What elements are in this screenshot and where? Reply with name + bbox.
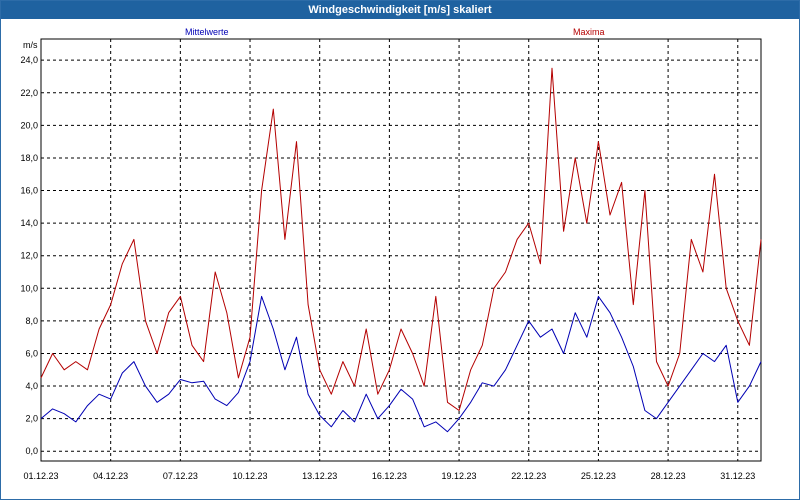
x-tick-label: 19.12.23 bbox=[442, 471, 477, 481]
y-tick-label: 6,0 bbox=[25, 348, 38, 358]
grid bbox=[40, 39, 761, 461]
y-axis-ticks: 0,0 2,0 4,0 6,0 8,0 10,0 12,0 14,0 16,0 18,0 20,0 2… bbox=[20, 55, 38, 456]
x-tick-label: 25.12.23 bbox=[581, 471, 616, 481]
window-title: Windgeschwindigkeit [m/s] skaliert bbox=[1, 1, 799, 19]
y-tick-label: 14,0 bbox=[20, 218, 38, 228]
y-tick-label: 8,0 bbox=[25, 316, 38, 326]
y-tick-label: 2,0 bbox=[25, 414, 38, 424]
series-line-maxima bbox=[40, 67, 762, 411]
x-tick-label: 01.12.23 bbox=[23, 471, 58, 481]
y-tick-label: 0,0 bbox=[25, 446, 38, 456]
y-tick-label: 22,0 bbox=[20, 88, 38, 98]
y-tick-label: 4,0 bbox=[25, 381, 38, 391]
x-tick-label: 13.12.23 bbox=[302, 471, 337, 481]
plot-area bbox=[40, 38, 762, 462]
series-line-mittelwerte bbox=[40, 295, 762, 433]
y-tick-label: 18,0 bbox=[20, 153, 38, 163]
x-tick-label: 28.12.23 bbox=[651, 471, 686, 481]
series-lines bbox=[40, 67, 762, 433]
x-tick-label: 31.12.23 bbox=[720, 471, 755, 481]
legend-mittelwerte: Mittelwerte bbox=[185, 27, 229, 37]
y-tick-label: 16,0 bbox=[20, 186, 38, 196]
y-tick-label: 12,0 bbox=[20, 251, 38, 261]
x-tick-label: 04.12.23 bbox=[93, 471, 128, 481]
y-tick-label: 24,0 bbox=[20, 55, 38, 65]
x-tick-label: 10.12.23 bbox=[233, 471, 268, 481]
x-tick-label: 07.12.23 bbox=[163, 471, 198, 481]
y-axis-label: m/s bbox=[23, 40, 38, 50]
y-tick-label: 20,0 bbox=[20, 120, 38, 130]
x-tick-label: 16.12.23 bbox=[372, 471, 407, 481]
x-tick-label: 22.12.23 bbox=[511, 471, 546, 481]
legend-maxima: Maxima bbox=[573, 27, 605, 37]
x-axis-ticks: 01.12.23 04.12.23 07.12.23 10.12.23 13.12.23… bbox=[23, 471, 755, 481]
y-tick-label: 10,0 bbox=[20, 283, 38, 293]
